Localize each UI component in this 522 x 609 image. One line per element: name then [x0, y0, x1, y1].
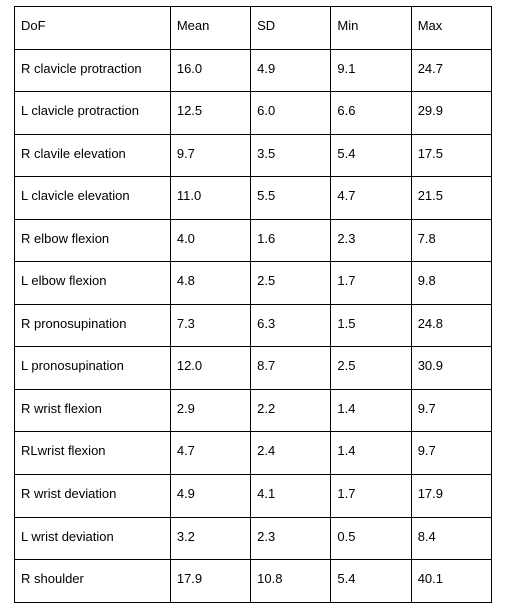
cell-dof: R wrist flexion — [15, 389, 171, 432]
cell-max: 9.7 — [411, 432, 491, 475]
cell-min: 5.4 — [331, 560, 411, 603]
data-table: DoF Mean SD Min Max R clavicle protracti… — [14, 6, 492, 603]
cell-dof: L clavicle elevation — [15, 177, 171, 220]
cell-mean: 4.0 — [170, 219, 250, 262]
cell-min: 1.5 — [331, 304, 411, 347]
cell-sd: 1.6 — [251, 219, 331, 262]
cell-min: 2.5 — [331, 347, 411, 390]
col-header-dof: DoF — [15, 7, 171, 50]
cell-max: 21.5 — [411, 177, 491, 220]
cell-dof: L clavicle protraction — [15, 92, 171, 135]
cell-mean: 2.9 — [170, 389, 250, 432]
cell-dof: R clavicle protraction — [15, 49, 171, 92]
cell-min: 1.7 — [331, 262, 411, 305]
cell-dof: L pronosupination — [15, 347, 171, 390]
table-row: R shoulder 17.9 10.8 5.4 40.1 — [15, 560, 492, 603]
cell-mean: 17.9 — [170, 560, 250, 603]
col-header-min: Min — [331, 7, 411, 50]
cell-min: 1.4 — [331, 389, 411, 432]
table-row: L elbow flexion 4.8 2.5 1.7 9.8 — [15, 262, 492, 305]
cell-mean: 7.3 — [170, 304, 250, 347]
table-row: L wrist deviation 3.2 2.3 0.5 8.4 — [15, 517, 492, 560]
table-header-row: DoF Mean SD Min Max — [15, 7, 492, 50]
cell-mean: 4.9 — [170, 475, 250, 518]
table-row: L clavicle protraction 12.5 6.0 6.6 29.9 — [15, 92, 492, 135]
cell-max: 24.8 — [411, 304, 491, 347]
cell-sd: 6.0 — [251, 92, 331, 135]
cell-max: 40.1 — [411, 560, 491, 603]
cell-max: 17.9 — [411, 475, 491, 518]
cell-max: 9.7 — [411, 389, 491, 432]
cell-max: 29.9 — [411, 92, 491, 135]
cell-mean: 9.7 — [170, 134, 250, 177]
cell-dof: R pronosupination — [15, 304, 171, 347]
table-row: R clavicle protraction 16.0 4.9 9.1 24.7 — [15, 49, 492, 92]
cell-dof: R wrist deviation — [15, 475, 171, 518]
cell-min: 9.1 — [331, 49, 411, 92]
cell-sd: 10.8 — [251, 560, 331, 603]
cell-sd: 2.4 — [251, 432, 331, 475]
table-row: L pronosupination 12.0 8.7 2.5 30.9 — [15, 347, 492, 390]
cell-sd: 4.9 — [251, 49, 331, 92]
table-row: R pronosupination 7.3 6.3 1.5 24.8 — [15, 304, 492, 347]
cell-max: 30.9 — [411, 347, 491, 390]
cell-sd: 4.1 — [251, 475, 331, 518]
cell-dof: L elbow flexion — [15, 262, 171, 305]
cell-min: 2.3 — [331, 219, 411, 262]
cell-mean: 4.8 — [170, 262, 250, 305]
cell-mean: 16.0 — [170, 49, 250, 92]
cell-sd: 3.5 — [251, 134, 331, 177]
cell-mean: 11.0 — [170, 177, 250, 220]
cell-mean: 12.5 — [170, 92, 250, 135]
cell-dof: RLwrist flexion — [15, 432, 171, 475]
cell-sd: 5.5 — [251, 177, 331, 220]
table-row: RLwrist flexion 4.7 2.4 1.4 9.7 — [15, 432, 492, 475]
cell-min: 6.6 — [331, 92, 411, 135]
table-row: R elbow flexion 4.0 1.6 2.3 7.8 — [15, 219, 492, 262]
cell-max: 17.5 — [411, 134, 491, 177]
cell-min: 1.7 — [331, 475, 411, 518]
cell-mean: 4.7 — [170, 432, 250, 475]
cell-sd: 6.3 — [251, 304, 331, 347]
table-row: R clavile elevation 9.7 3.5 5.4 17.5 — [15, 134, 492, 177]
col-header-sd: SD — [251, 7, 331, 50]
cell-dof: R elbow flexion — [15, 219, 171, 262]
cell-sd: 2.2 — [251, 389, 331, 432]
cell-max: 9.8 — [411, 262, 491, 305]
cell-min: 0.5 — [331, 517, 411, 560]
cell-mean: 3.2 — [170, 517, 250, 560]
cell-sd: 8.7 — [251, 347, 331, 390]
table-row: R wrist deviation 4.9 4.1 1.7 17.9 — [15, 475, 492, 518]
cell-sd: 2.5 — [251, 262, 331, 305]
col-header-mean: Mean — [170, 7, 250, 50]
cell-dof: L wrist deviation — [15, 517, 171, 560]
table-container: DoF Mean SD Min Max R clavicle protracti… — [0, 0, 522, 609]
cell-min: 5.4 — [331, 134, 411, 177]
cell-min: 4.7 — [331, 177, 411, 220]
cell-max: 7.8 — [411, 219, 491, 262]
cell-max: 24.7 — [411, 49, 491, 92]
table-row: R wrist flexion 2.9 2.2 1.4 9.7 — [15, 389, 492, 432]
cell-dof: R clavile elevation — [15, 134, 171, 177]
col-header-max: Max — [411, 7, 491, 50]
table-row: L clavicle elevation 11.0 5.5 4.7 21.5 — [15, 177, 492, 220]
cell-sd: 2.3 — [251, 517, 331, 560]
cell-min: 1.4 — [331, 432, 411, 475]
cell-mean: 12.0 — [170, 347, 250, 390]
cell-dof: R shoulder — [15, 560, 171, 603]
cell-max: 8.4 — [411, 517, 491, 560]
